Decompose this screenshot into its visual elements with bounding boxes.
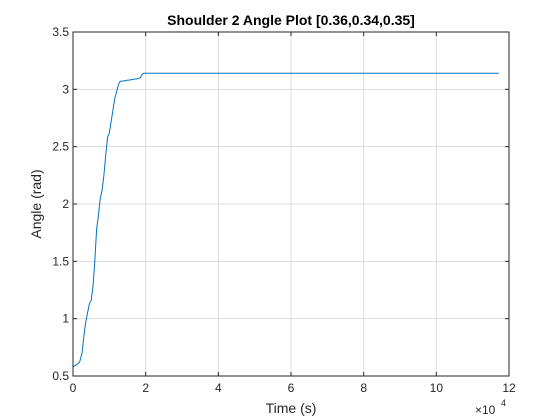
tick-labels: 0 2 4 6 8 10 12 0.5 1 1.5 2 2.5 3 3.5 bbox=[52, 25, 516, 395]
y-axis-label: Angle (rad) bbox=[28, 169, 44, 238]
x-tick-label: 10 bbox=[430, 381, 444, 395]
x-tick-label: 12 bbox=[502, 381, 516, 395]
grid bbox=[73, 32, 509, 376]
x-axis-label: Time (s) bbox=[266, 400, 317, 416]
x-tick-label: 0 bbox=[70, 381, 77, 395]
y-tick-label: 3 bbox=[62, 82, 69, 96]
x-axis-multiplier-exponent: 4 bbox=[501, 398, 506, 408]
x-tick-label: 4 bbox=[215, 381, 222, 395]
y-tick-label: 0.5 bbox=[52, 369, 69, 383]
y-tick-label: 1 bbox=[62, 312, 69, 326]
x-tick-label: 6 bbox=[288, 381, 295, 395]
y-tick-label: 1.5 bbox=[52, 254, 69, 268]
ticks bbox=[72, 31, 510, 377]
x-tick-label: 8 bbox=[360, 381, 367, 395]
y-tick-label: 2.5 bbox=[52, 140, 69, 154]
x-tick-label: 2 bbox=[142, 381, 149, 395]
x-axis-multiplier: ×10 bbox=[475, 403, 496, 417]
y-tick-label: 3.5 bbox=[52, 25, 69, 39]
series-line bbox=[72, 72, 499, 368]
y-tick-label: 2 bbox=[62, 197, 69, 211]
chart-title: Shoulder 2 Angle Plot [0.36,0.34,0.35] bbox=[167, 12, 415, 28]
